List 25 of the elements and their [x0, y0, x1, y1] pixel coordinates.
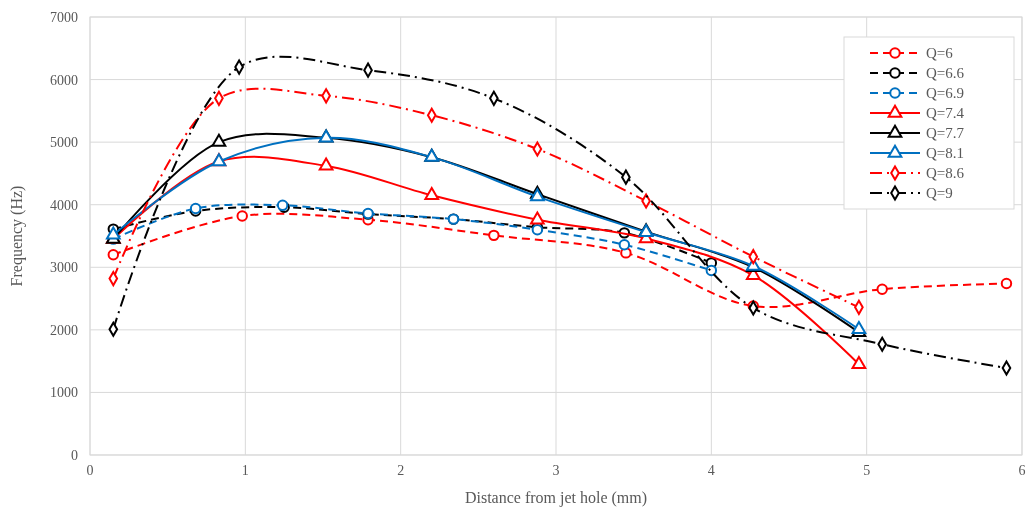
y-tick-label: 3000 [50, 260, 78, 276]
legend-label: Q=7.4 [926, 105, 965, 121]
y-tick-label: 7000 [50, 10, 78, 25]
legend-label: Q=8.1 [926, 145, 965, 161]
x-tick-label: 2 [397, 463, 405, 478]
y-tick-label: 0 [71, 448, 78, 463]
y-tick-label: 5000 [50, 135, 78, 151]
x-tick-label: 5 [863, 463, 871, 478]
y-tick-label: 2000 [50, 322, 78, 338]
legend-label: Q=7.7 [926, 125, 965, 141]
x-tick-label: 4 [707, 463, 715, 478]
x-tick-label: 6 [1018, 463, 1026, 478]
x-tick-label: 3 [552, 463, 560, 478]
x-tick-label: 0 [86, 463, 94, 478]
y-tick-label: 4000 [50, 197, 78, 213]
legend-label: Q=8.6 [926, 165, 965, 181]
x-axis-title: Distance from jet hole (mm) [464, 489, 648, 507]
y-tick-label: 6000 [50, 72, 78, 88]
legend-label: Q=6.6 [926, 65, 965, 81]
y-axis-title: Frequency (Hz) [8, 185, 26, 287]
legend-label: Q=6 [926, 45, 954, 61]
x-tick-label: 1 [241, 463, 249, 478]
legend-label: Q=6.9 [926, 85, 965, 101]
y-tick-label: 1000 [50, 385, 78, 401]
legend-label: Q=9 [926, 185, 953, 201]
